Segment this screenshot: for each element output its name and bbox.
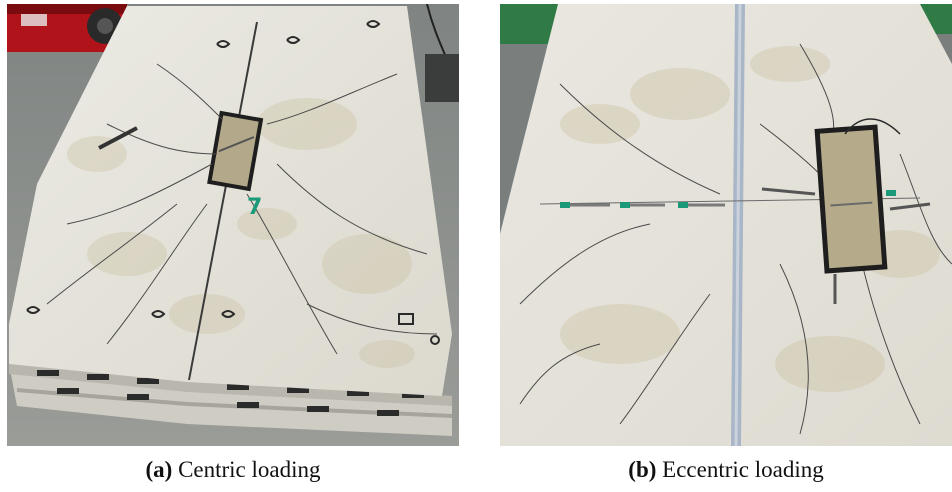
sensor-wire (844, 118, 901, 135)
caption-b-text: Eccentric loading (662, 457, 824, 482)
photo-centric-loading: 7 (7, 4, 459, 446)
caption-b-letter: (b) (628, 457, 657, 482)
caption-centric-loading: (a) Centric loading (7, 456, 459, 484)
green-markers (560, 190, 896, 208)
caption-a-letter: (a) (145, 457, 173, 482)
displacement-gauges (761, 187, 931, 304)
loading-plate (207, 110, 264, 192)
slab-top-surface (9, 6, 452, 396)
crack-pattern (46, 63, 438, 355)
caption-a-text: Centric loading (178, 457, 321, 482)
slab-photo-a: 7 (7, 4, 459, 446)
lifting-anchors (26, 20, 440, 345)
rebar-piece (98, 126, 138, 150)
surface-stains (67, 98, 415, 368)
equipment-box (425, 54, 459, 102)
center-joint (188, 21, 258, 381)
slab-top-surface (500, 4, 952, 446)
green-marking: 7 (247, 195, 262, 220)
red-forklift (7, 4, 127, 52)
slab-stack-edges (9, 364, 452, 436)
loading-plate (814, 124, 888, 274)
photo-eccentric-loading (500, 4, 952, 446)
slab-photo-b (500, 4, 952, 446)
caption-eccentric-loading: (b) Eccentric loading (500, 456, 952, 484)
